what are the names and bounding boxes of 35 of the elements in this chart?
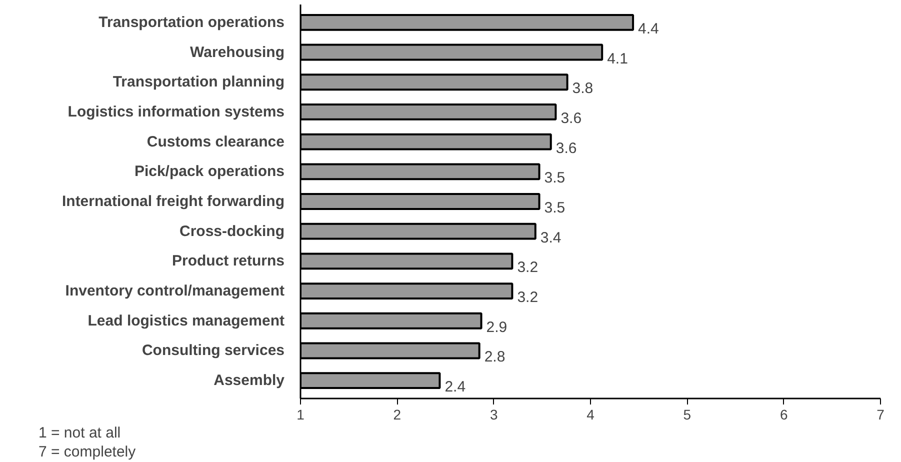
data-label: 3.2 [517,289,538,306]
text: 7 = completely [38,444,136,460]
data-label: 3.4 [540,229,562,246]
y-tick-label: Warehousing [190,44,285,61]
x-tick-label: 6 [780,406,788,422]
x-tick-label: 7 [876,406,885,422]
data-label: 3.6 [560,110,582,127]
y-tick-label: Customs clearance [146,133,285,150]
y-tick-label: Inventory control/management [65,282,285,300]
data-label: 2.8 [484,348,506,366]
data-label: 4.4 [638,20,659,38]
y-tick-label: International freight forwarding [62,193,285,210]
data-label: 2.9 [486,318,508,336]
data-label: 4.1 [607,50,628,68]
y-tick-label: Consulting services [142,342,285,360]
data-label: 3.5 [544,200,566,216]
x-tick-label: 3 [490,406,498,422]
text: 1 = not at all [38,424,121,442]
y-tick-label: Transportation operations [98,14,285,31]
y-tick-label: Logistics information systems [68,103,284,120]
data-label: 3.6 [556,140,577,157]
x-tick-label: 5 [683,406,692,422]
y-tick-label: Lead logistics management [88,312,285,330]
y-tick-label: Transportation planning [112,74,285,91]
data-label: 2.4 [444,378,466,396]
data-label: 3.8 [572,80,594,98]
x-tick-label: 1 [296,406,305,422]
x-tick-label: 2 [393,406,402,422]
y-tick-label: Product returns [172,252,284,270]
data-label: 3.2 [517,259,538,276]
y-tick-label: Cross-docking [179,222,284,240]
data-label: 3.5 [544,170,566,187]
x-tick-label: 4 [586,406,595,422]
y-tick-label: Assembly [214,372,286,390]
y-tick-label: Pick/pack operations [134,163,285,180]
